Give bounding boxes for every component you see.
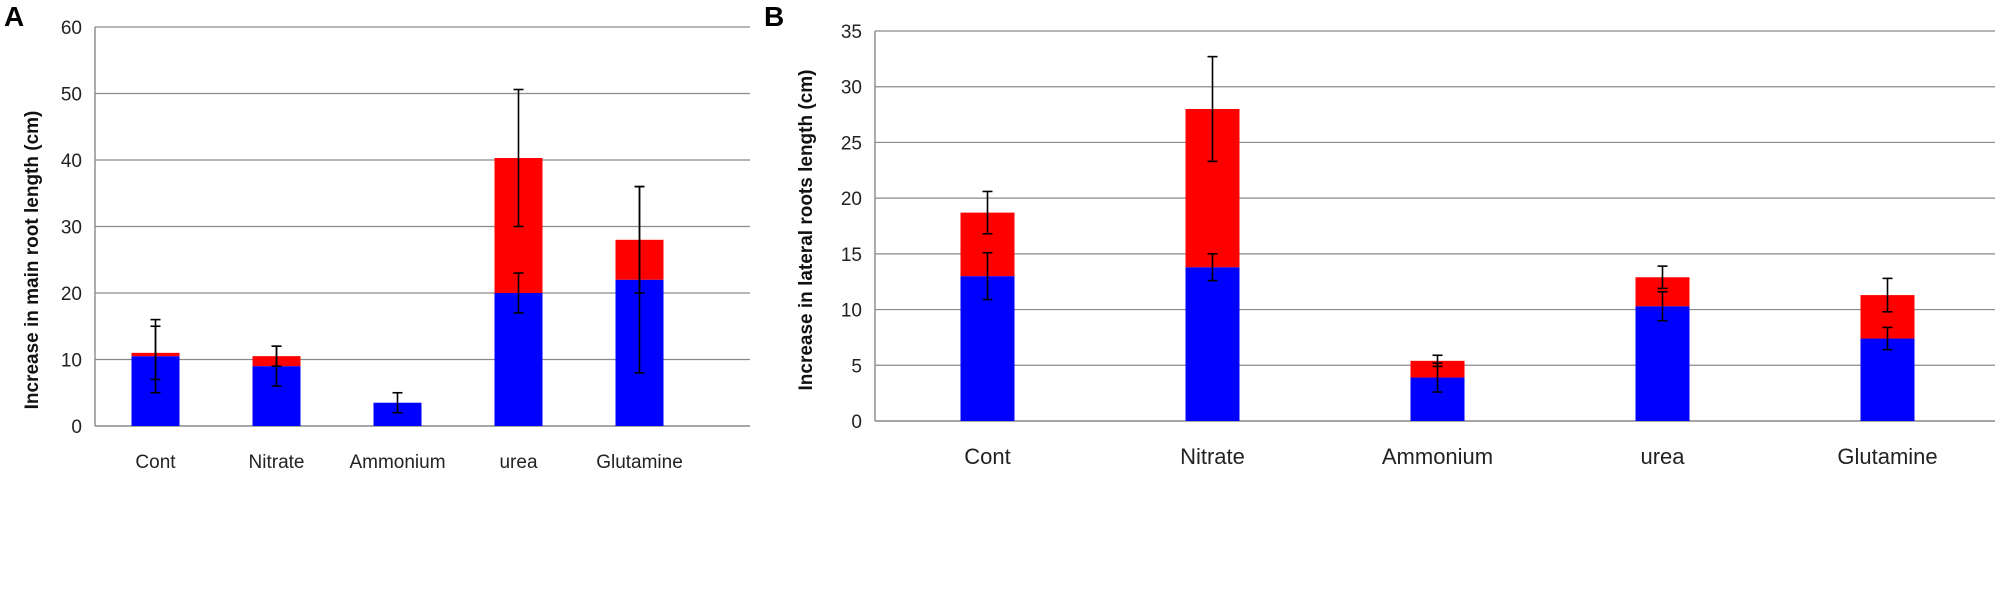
- y-tick-label: 30: [61, 218, 82, 239]
- y-tick-label: 35: [841, 22, 862, 43]
- panel-b-letter: B: [764, 1, 784, 32]
- panel-b-gridlines: [874, 30, 1995, 422]
- y-tick-label: 20: [841, 189, 862, 210]
- bar-segment-lower: [1185, 267, 1240, 421]
- panel-a-y-ticks: 0 10 20 30 40 50 60: [61, 18, 82, 438]
- panel-b-error-bars: [982, 55, 1893, 393]
- y-tick-label: 5: [851, 356, 862, 377]
- y-tick-label: 40: [61, 151, 82, 172]
- x-tick-label: Glutamine: [596, 452, 683, 473]
- panel-a-x-ticks: Cont Nitrate Ammonium urea Glutamine: [135, 452, 682, 473]
- panel-a-bars: [131, 158, 664, 426]
- x-tick-label: Ammonium: [1382, 444, 1493, 469]
- x-tick-label: Ammonium: [349, 452, 445, 473]
- y-tick-label: 25: [841, 133, 862, 154]
- x-tick-label: Cont: [135, 452, 176, 473]
- y-tick-label: 30: [841, 78, 862, 99]
- y-tick-label: 15: [841, 245, 862, 266]
- y-tick-label: 50: [61, 85, 82, 106]
- x-tick-label: urea: [1640, 444, 1685, 469]
- x-tick-label: urea: [499, 452, 537, 473]
- panel-b-y-ticks: 0 5 10 15 20 25 30 35: [841, 22, 862, 433]
- x-tick-label: Glutamine: [1837, 444, 1937, 469]
- bar-segment-lower: [1635, 306, 1690, 421]
- panel-a-error-bars: [150, 88, 645, 414]
- y-tick-label: 10: [841, 301, 862, 322]
- panel-b-x-ticks: Cont Nitrate Ammonium urea Glutamine: [964, 444, 1937, 469]
- y-tick-label: 0: [851, 412, 862, 433]
- bar-segment-lower: [373, 402, 422, 426]
- panel-a-y-axis-label: Increase in main root length (cm): [22, 111, 43, 410]
- panel-b: B Increase in lateral roots length (cm) …: [764, 1, 1995, 469]
- x-tick-label: Nitrate: [249, 452, 305, 473]
- x-tick-label: Nitrate: [1180, 444, 1245, 469]
- bar-segment-lower: [1860, 338, 1915, 421]
- x-tick-label: Cont: [964, 444, 1010, 469]
- y-tick-label: 60: [61, 18, 82, 39]
- panel-b-y-axis-label: Increase in lateral roots length (cm): [796, 70, 817, 391]
- bar-segment-lower: [494, 293, 543, 426]
- y-tick-label: 0: [71, 417, 82, 438]
- panel-a-letter: A: [4, 1, 24, 32]
- panel-a: A Increase in main root length (cm) 0 10 2…: [4, 1, 750, 473]
- y-tick-label: 10: [61, 351, 82, 372]
- y-tick-label: 20: [61, 284, 82, 305]
